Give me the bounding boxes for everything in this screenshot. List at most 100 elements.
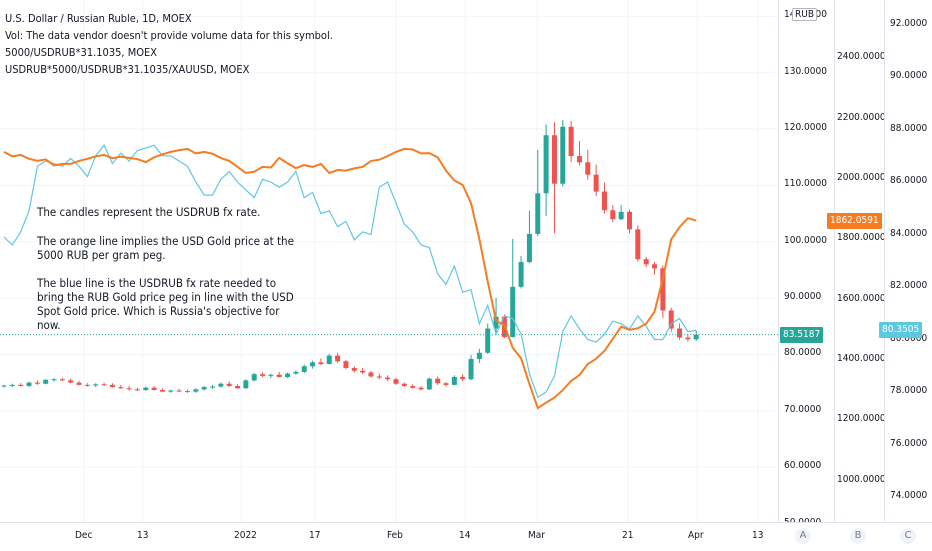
time-tick-label: Dec [75,530,93,541]
price-tick-label: 1200.0000 [837,413,886,425]
candle-body [526,233,532,263]
candle-body [184,391,190,393]
candle-body [84,384,90,386]
candle-body [310,362,316,367]
scale-button-b[interactable]: B [850,528,866,544]
price-tick-label: 70.0000 [784,403,822,415]
candle-body [635,229,641,260]
price-chart-canvas[interactable] [0,0,778,522]
candle-body [451,376,457,385]
candle-body [493,316,499,329]
price-tick-label: 82.0000 [890,280,928,291]
candle-body [568,126,574,157]
candle-body [443,383,449,385]
candle-body [685,337,691,340]
time-tick-label: Feb [387,530,403,541]
candle-body [510,286,516,337]
candle-body [410,386,416,388]
scale-button-a[interactable]: A [795,528,811,544]
annotation-orange-line: The orange line implies the USD Gold pri… [37,234,294,262]
candle-body [109,384,115,388]
time-tick-label: 2022 [234,530,257,541]
candle-body [251,374,257,381]
price-tick-label: 90.0000 [784,291,822,303]
candle-body [343,361,349,368]
time-axis[interactable]: A B C Dec 13 2022 17 Feb 14 Mar 21 Apr 13 [0,522,932,551]
time-tick-label: 13 [752,530,764,541]
candle-body [243,380,249,389]
price-tick-label: 60.0000 [784,460,822,472]
time-tick-label: 13 [137,530,149,541]
candle-body [59,379,65,381]
study-legend-gold-peg[interactable]: 5000/USDRUB*31.1035, MOEX [5,46,158,59]
time-tick-label: Mar [528,530,545,541]
candle-body [601,191,607,211]
price-tick-label: 76.0000 [890,437,928,449]
candle-body [627,211,632,230]
candle-body [660,268,666,311]
price-scale-b[interactable]: 2400.0000 2200.0000 2000.0000 1800.0000 1600… [827,0,886,522]
price-tick-label: 130.0000 [784,65,827,77]
price-tick-label: 78.0000 [890,385,928,396]
candle-body [426,378,432,390]
symbol-title[interactable]: U.S. Dollar / Russian Ruble, 1D, MOEX [5,12,192,25]
currency-tag[interactable]: RUB [792,8,818,21]
candle-body [260,374,266,376]
candle-body [576,156,582,163]
chart-pane[interactable] [0,0,778,522]
candle-body [76,382,82,385]
scale-button-c[interactable]: C [900,528,916,544]
price-tick-label: 120.0000 [784,122,827,134]
price-tick-label: 1800.0000 [837,232,886,244]
series-line-implied-rate[interactable] [3,144,697,399]
candle-body [368,372,374,377]
candle-body [593,174,599,192]
candle-body [268,374,274,376]
candle-body [418,387,424,390]
price-tick-label: 92.0000 [890,17,928,29]
candle-body [18,384,24,387]
price-scale-c[interactable]: 92.0000 90.0000 88.0000 86.0000 84.0000 82.00… [879,0,932,522]
candle-body [460,376,466,380]
candle-body [193,389,199,392]
candle-body [151,387,157,390]
candle-body [551,135,557,184]
candle-body [226,383,232,387]
candle-body [318,362,324,365]
candle-body [643,259,649,265]
candle-body [285,373,291,377]
price-tick-label: 2000.0000 [837,172,886,183]
price-tick-label: 1400.0000 [837,352,886,364]
candle-body [68,380,74,383]
candle-body [26,382,32,387]
candle-body [9,384,15,386]
candle-body [218,383,224,387]
candle-body [34,382,40,384]
candle-body [468,358,474,380]
price-tick-label: 2400.0000 [837,51,886,63]
candle-body [560,126,566,184]
candle-body [326,355,332,365]
candle-body [401,383,407,387]
candle-body [159,389,165,392]
price-scale-a[interactable]: 140.0000130.0000120.0000110.0000100.0000… [778,0,835,528]
candle-body [143,387,149,390]
price-tick-label: 90.0000 [890,70,928,81]
candle-body [93,384,99,386]
annotation-candles: The candles represent the USDRUB fx rate… [37,205,261,219]
candle-body [518,262,524,287]
time-tick-label: 21 [622,530,634,541]
candle-body [101,384,107,386]
candle-body [134,389,140,391]
candle-body [485,328,491,353]
candle-body [360,370,366,373]
study-legend-implied-rate[interactable]: USDRUB*5000/USDRUB*31.1035/XAUUSD, MOEX [5,63,250,76]
candle-body [618,211,624,220]
candle-body [535,193,541,234]
candle-body [677,328,683,338]
gold-peg-value-badge: 1862.0591 [827,212,882,229]
candle-body [276,374,282,377]
price-tick-label: 88.0000 [890,122,928,134]
series-line-gold-peg[interactable] [3,147,697,410]
candle-body [435,378,441,384]
